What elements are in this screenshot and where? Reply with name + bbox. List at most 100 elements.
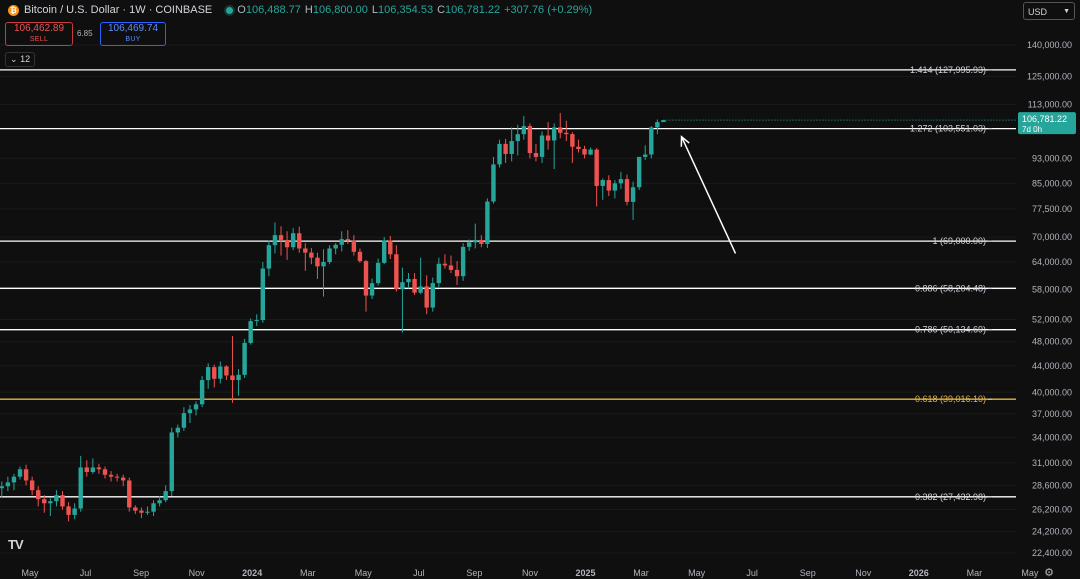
candle-body	[394, 254, 399, 290]
candle-body	[339, 239, 344, 245]
candle-body	[612, 183, 618, 191]
candle-body	[533, 153, 539, 157]
candle-body	[418, 286, 423, 293]
candle	[363, 259, 369, 312]
candle	[175, 424, 181, 438]
candle	[424, 275, 429, 315]
candle	[533, 143, 539, 162]
currency-select[interactable]: USD ▼	[1023, 2, 1075, 20]
candle	[297, 226, 302, 253]
candle	[169, 427, 174, 497]
candle-body	[29, 480, 35, 491]
candle-body	[357, 251, 363, 262]
time-tick-label: Jul	[80, 568, 92, 578]
time-tick-label: May	[1021, 568, 1039, 578]
candle-body	[66, 506, 71, 515]
sell-price: 106,462.89	[13, 23, 65, 34]
candle	[309, 248, 314, 265]
candle	[357, 248, 363, 263]
candle	[36, 486, 41, 507]
candle-body	[205, 367, 211, 381]
candle-body	[545, 135, 551, 141]
candle-body	[442, 263, 448, 266]
candle	[339, 231, 344, 252]
candle-body	[454, 269, 460, 277]
candle	[205, 363, 211, 389]
sell-button[interactable]: 106,462.89 SELL	[5, 22, 73, 46]
candle-body	[333, 244, 338, 249]
candle-body	[254, 320, 259, 322]
indicators-toggle[interactable]: ⌄ 12	[5, 52, 36, 67]
time-tick-label: 2025	[575, 568, 595, 578]
candle	[503, 138, 508, 163]
settings-icon[interactable]: ⚙	[1044, 567, 1054, 579]
low-value: 106,354.53	[378, 4, 434, 16]
indicators-count: 12	[20, 54, 31, 64]
candle-body	[345, 239, 350, 241]
candle-body	[388, 240, 393, 255]
candle-body	[157, 500, 162, 504]
candle-body	[630, 187, 636, 202]
symbol-title[interactable]: Bitcoin / U.S. Dollar · 1W · COINBASE	[24, 4, 213, 16]
candle	[442, 254, 448, 269]
candle-body	[430, 283, 435, 308]
candle	[473, 223, 478, 249]
bitcoin-icon: ₿	[8, 4, 19, 16]
candle-body	[661, 120, 666, 123]
candle	[0, 481, 5, 499]
candle	[284, 231, 290, 260]
high-label: H	[304, 4, 313, 16]
candle	[248, 318, 253, 345]
currency-value: USD	[1028, 7, 1048, 17]
time-tick-label: 2024	[242, 568, 262, 578]
candle	[460, 243, 466, 281]
candle	[509, 127, 514, 162]
candle-body	[618, 179, 624, 184]
candle-body	[327, 248, 332, 262]
candle-body	[284, 239, 290, 248]
candle-body	[133, 507, 138, 511]
candle	[454, 261, 460, 286]
candle	[515, 124, 520, 156]
price-tick-label: 34,000.00	[1032, 432, 1072, 442]
candle-body	[576, 146, 581, 150]
candle-body	[473, 239, 478, 243]
candle	[436, 257, 442, 287]
candle-body	[624, 179, 630, 202]
candle-body	[169, 432, 174, 492]
candle-body	[503, 143, 508, 154]
candle	[400, 267, 405, 333]
price-tick-label: 52,000.00	[1032, 315, 1072, 325]
price-tick-label: 58,000.00	[1032, 284, 1072, 294]
open-label: O	[237, 4, 246, 16]
trend-arrow	[680, 135, 737, 254]
candle	[661, 120, 666, 123]
candle-body	[485, 201, 490, 244]
candle	[23, 464, 29, 486]
candle	[84, 460, 89, 477]
candle-body	[369, 283, 375, 296]
time-tick-label: Mar	[300, 568, 316, 578]
candle	[582, 145, 587, 159]
fib-level-label: 0.786 (50,134.69)	[915, 325, 986, 335]
candle	[266, 240, 272, 277]
candle-body	[400, 282, 405, 290]
candle	[655, 119, 660, 135]
candle-body	[102, 469, 108, 475]
candle	[72, 503, 77, 520]
fib-level-label: 1.414 (127,995.93)	[910, 65, 986, 75]
time-tick-label: Sep	[133, 568, 149, 578]
candle	[187, 405, 193, 424]
candle-body	[309, 252, 314, 258]
candle-body	[23, 469, 29, 481]
candle-body	[163, 491, 168, 501]
price-tick-label: 85,000.00	[1032, 178, 1072, 188]
candle	[448, 255, 454, 274]
candle-body	[363, 261, 369, 296]
candle	[594, 148, 599, 207]
candle-body	[303, 248, 308, 253]
fib-level-label: 0.886 (58,204.48)	[915, 283, 986, 293]
candle-body	[139, 510, 144, 513]
buy-button[interactable]: 106,469.74 BUY	[100, 22, 166, 46]
